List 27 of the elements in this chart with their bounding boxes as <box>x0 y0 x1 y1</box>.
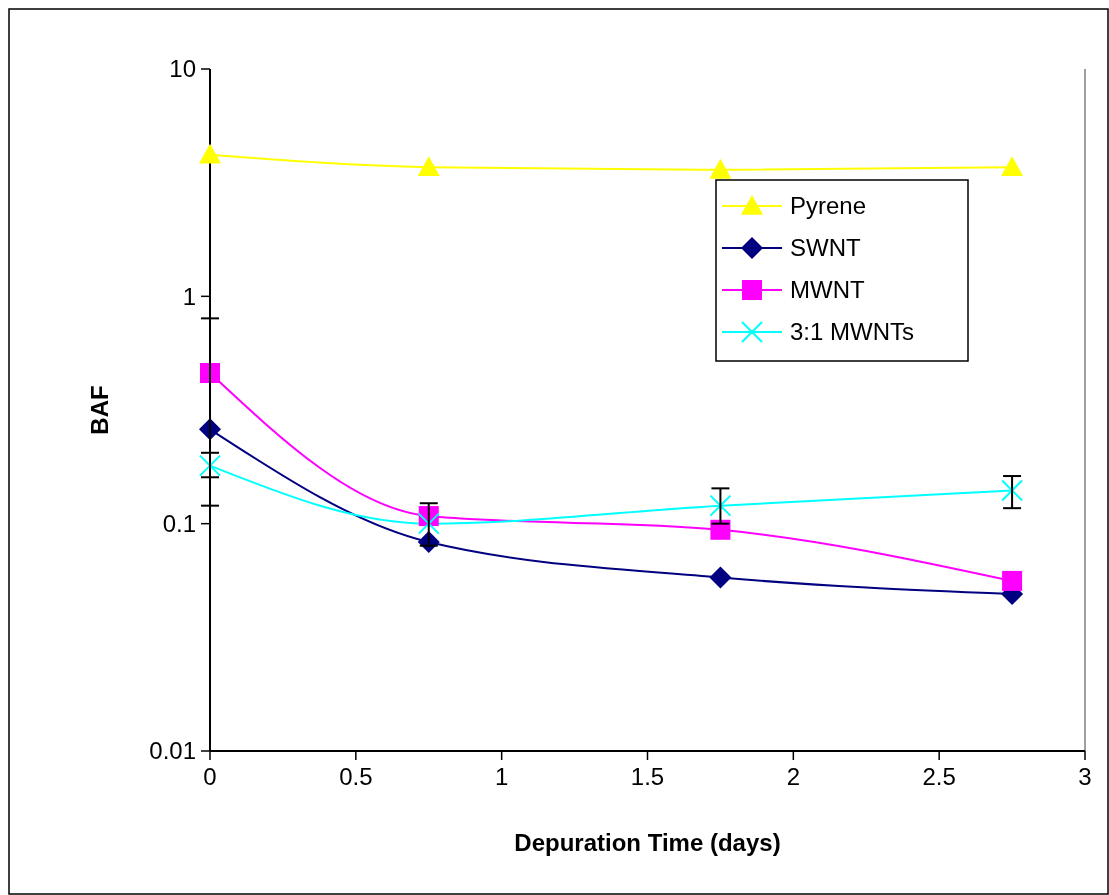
legend-label: MWNT <box>790 276 865 304</box>
point <box>709 494 732 517</box>
point <box>200 363 220 383</box>
x-tick-label: 0.5 <box>339 763 373 790</box>
point <box>1001 156 1024 176</box>
legend-label: 3:1 MWNTs <box>790 318 915 346</box>
x-tick-label: 0 <box>203 763 217 790</box>
y-tick-label: 0.1 <box>162 510 196 538</box>
y-axis-title: BAF <box>86 385 113 435</box>
y-tick-label: 10 <box>169 55 196 83</box>
point <box>709 566 732 589</box>
x-tick-label: 1 <box>494 763 509 790</box>
x-axis-title: Depuration Time (days) <box>514 829 781 856</box>
x-tick-label: 2.5 <box>922 763 956 790</box>
point <box>1001 479 1024 502</box>
point <box>199 143 221 164</box>
x-tick-label: 3 <box>1078 763 1092 790</box>
legend-label: SWNT <box>790 234 861 262</box>
point <box>417 512 440 535</box>
point <box>417 156 440 176</box>
y-tick-label: 0.01 <box>149 737 196 765</box>
y-tick-label: 1 <box>182 282 196 310</box>
x-tick-label: 2 <box>786 763 801 790</box>
x-tick-label: 1.5 <box>630 763 665 790</box>
legend-label: Pyrene <box>790 192 867 220</box>
point <box>1002 570 1023 591</box>
point <box>709 158 732 179</box>
